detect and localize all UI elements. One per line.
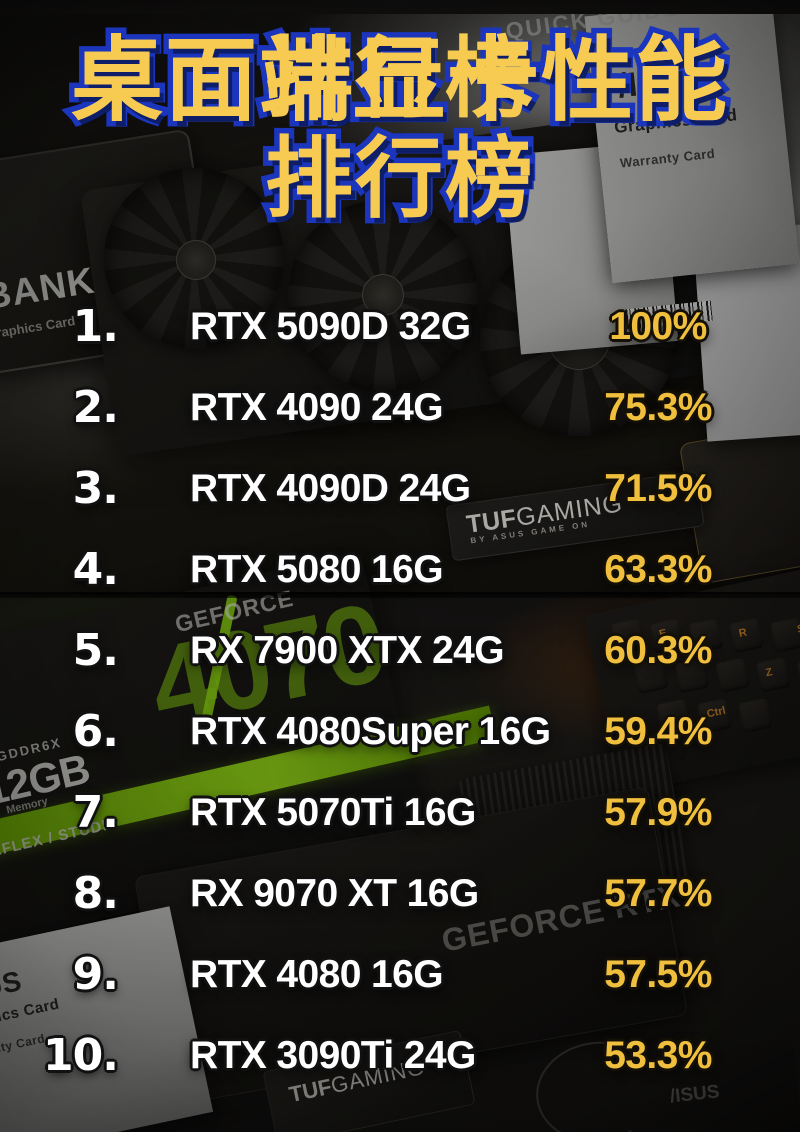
gpu-model-name: RTX 4090D 24G: [190, 466, 471, 510]
ranking-row: 6. RTX 4080Super 16G 59.4%: [0, 691, 800, 772]
ranking-row: 5. RX 7900 XTX 24G 60.3%: [0, 610, 800, 691]
performance-percent: 75.3%: [604, 385, 712, 429]
poster-title: 桌面端显卡性能 排行榜: [0, 28, 800, 228]
rank-number: 1.: [72, 301, 119, 352]
ranking-row: 1. RTX 5090D 32G 100%: [0, 286, 800, 367]
ranking-row: 2. RTX 4090 24G 75.3%: [0, 367, 800, 448]
performance-percent: 71.5%: [604, 466, 712, 510]
gpu-model-name: RX 9070 XT 16G: [190, 871, 479, 915]
performance-percent: 59.4%: [604, 709, 712, 753]
rank-number: 10.: [43, 1030, 119, 1081]
ranking-row: 7. RTX 5070Ti 16G 57.9%: [0, 772, 800, 853]
title-line-2: 排行榜: [0, 128, 800, 228]
ranking-row: 9. RTX 4080 16G 57.5%: [0, 934, 800, 1015]
rank-number: 4.: [72, 544, 119, 595]
ranking-row: 10. RTX 3090Ti 24G 53.3%: [0, 1015, 800, 1096]
gpu-model-name: RTX 4090 24G: [190, 385, 444, 429]
ranking-row: 8. RX 9070 XT 16G 57.7%: [0, 853, 800, 934]
top-letterbox-band: [0, 0, 800, 14]
performance-percent: 60.3%: [604, 628, 712, 672]
rank-number: 6.: [72, 706, 119, 757]
rank-number: 9.: [72, 949, 119, 1000]
performance-percent: 57.9%: [604, 790, 712, 834]
gpu-model-name: RTX 3090Ti 24G: [190, 1033, 476, 1077]
rank-number: 7.: [72, 787, 119, 838]
performance-percent: 57.5%: [604, 952, 712, 996]
ranking-row: 3. RTX 4090D 24G 71.5%: [0, 448, 800, 529]
gpu-model-name: RX 7900 XTX 24G: [190, 628, 505, 672]
rank-number: 2.: [72, 382, 119, 433]
gpu-model-name: RTX 5070Ti 16G: [190, 790, 476, 834]
ranking-row: 4. RTX 5080 16G 63.3%: [0, 529, 800, 610]
gpu-model-name: RTX 4080Super 16G: [190, 709, 551, 753]
bg-fan-hub-1: [176, 240, 216, 280]
performance-percent: 57.7%: [604, 871, 712, 915]
gpu-model-name: RTX 5080 16G: [190, 547, 444, 591]
performance-percent: 100%: [609, 304, 707, 348]
rank-number: 5.: [72, 625, 119, 676]
gpu-model-name: RTX 4080 16G: [190, 952, 444, 996]
rank-number: 3.: [72, 463, 119, 514]
gpu-model-name: RTX 5090D 32G: [190, 304, 471, 348]
ranking-list: 1. RTX 5090D 32G 100% 2. RTX 4090 24G 75.3% 3.…: [0, 286, 800, 1096]
performance-percent: 63.3%: [604, 547, 712, 591]
rank-number: 8.: [72, 868, 119, 919]
performance-percent: 53.3%: [604, 1033, 712, 1077]
